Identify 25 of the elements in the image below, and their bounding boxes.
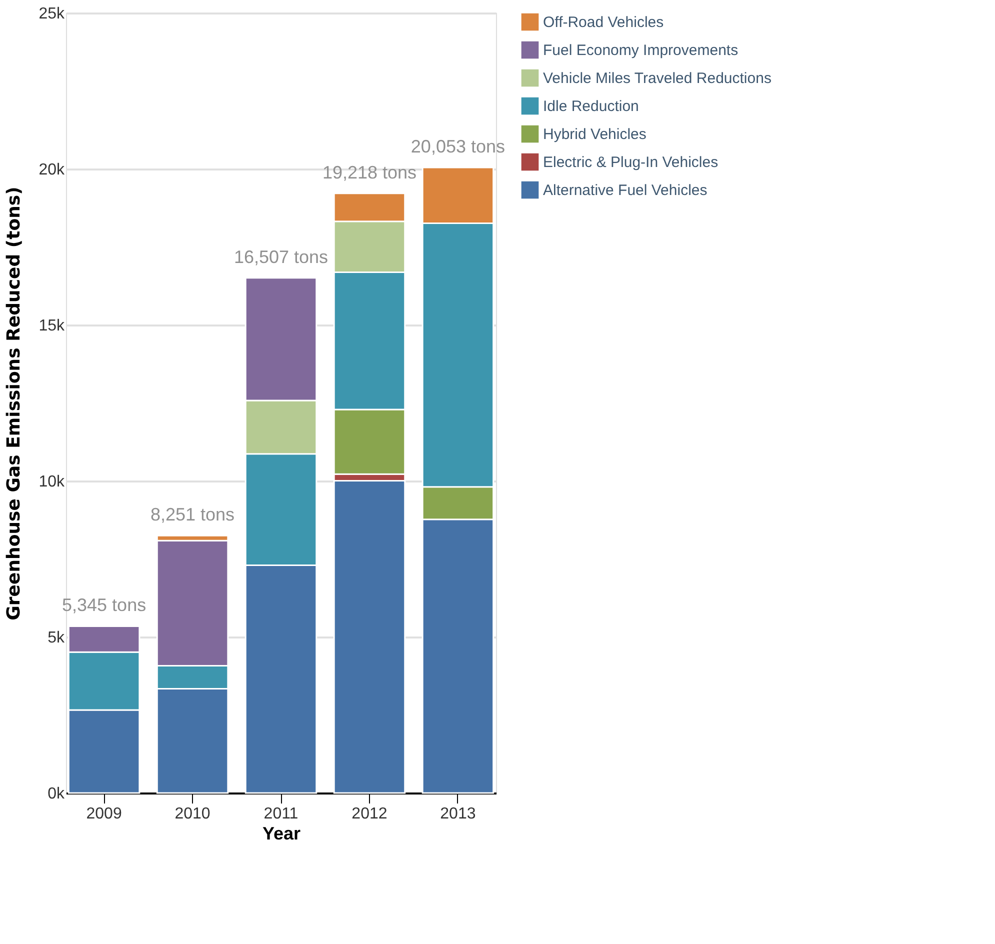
legend-label: Electric & Plug-In Vehicles (543, 154, 718, 171)
y-tick-label: 5k (48, 630, 66, 646)
x-tick-label: 2012 (352, 806, 388, 822)
y-tick-label: 25k (38, 6, 66, 22)
total-label: 5,345 tons (62, 595, 146, 616)
total-label: 16,507 tons (234, 246, 328, 267)
y-tick-label: 20k (38, 162, 66, 178)
legend-label: Vehicle Miles Traveled Reductions (543, 70, 772, 87)
x-axis-title: Year (262, 824, 301, 844)
y-axis-title: Greenhouse Gas Emissions Reduced (tons) (4, 186, 25, 620)
legend-label: Idle Reduction (543, 98, 639, 115)
x-tick-label: 2010 (174, 806, 210, 822)
total-label: 8,251 tons (150, 504, 235, 525)
total-label: 20,053 tons (410, 136, 505, 156)
legend-label: Alternative Fuel Vehicles (543, 182, 708, 199)
y-tick-label: 10k (38, 474, 66, 490)
legend-label: Fuel Economy Improvements (543, 42, 738, 59)
total-label: 19,218 tons (322, 162, 417, 182)
x-tick-label: 2011 (264, 806, 298, 822)
x-tick-label: 2009 (86, 806, 122, 822)
x-tick-label: 2013 (440, 806, 476, 822)
y-tick-label: 0k (48, 786, 66, 802)
y-tick-label: 15k (38, 318, 66, 334)
legend-label: Off-Road Vehicles (543, 14, 664, 31)
legend-label: Hybrid Vehicles (543, 126, 646, 143)
